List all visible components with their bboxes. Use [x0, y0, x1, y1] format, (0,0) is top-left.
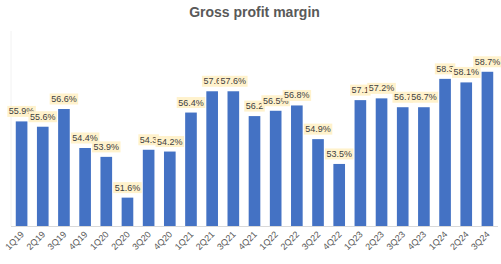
bar [418, 107, 430, 226]
data-label: 51.6% [115, 183, 141, 193]
data-label: 54.9% [305, 124, 331, 134]
bar [439, 79, 451, 226]
data-label: 53.5% [326, 149, 352, 159]
chart-container: Gross profit margin1Q192Q193Q194Q191Q202… [0, 0, 501, 264]
x-tick-label: 3Q23 [384, 229, 407, 252]
bars [16, 72, 493, 226]
data-label: 56.6% [51, 94, 77, 104]
data-label-bg [283, 90, 312, 101]
bar [58, 109, 70, 226]
x-tick-label: 4Q23 [406, 229, 429, 252]
bar [164, 152, 176, 226]
data-label: 56.7% [411, 92, 437, 102]
bar [16, 121, 28, 226]
x-tick-label: 2Q20 [109, 229, 132, 252]
data-label-bg [92, 141, 121, 152]
x-tick-label: 2Q24 [448, 229, 471, 252]
bar [482, 72, 494, 226]
data-labels: 55.9%55.6%56.6%54.4%53.9%51.6%54.354.2%5… [7, 56, 501, 193]
data-label: 57.2% [369, 83, 395, 93]
x-tick-label: 1Q20 [88, 229, 111, 252]
y-axis-line [11, 31, 12, 226]
x-tick-label: 1Q19 [3, 229, 26, 252]
data-label-bg [177, 97, 206, 108]
bar [397, 107, 409, 226]
bar [122, 198, 134, 226]
x-tick-label: 3Q22 [300, 229, 323, 252]
bar [270, 111, 282, 226]
x-tick-label: 1Q23 [342, 229, 365, 252]
data-label: 57.6% [221, 76, 247, 86]
bar [333, 164, 345, 226]
title: Gross profit margin [189, 4, 320, 20]
x-tick-label: 1Q21 [173, 229, 196, 252]
bar [460, 82, 472, 226]
data-label-bg [325, 148, 354, 159]
bar [100, 157, 112, 226]
data-label-bg [304, 124, 333, 135]
bar [206, 91, 218, 226]
data-label: 57.6 [203, 76, 221, 86]
bar [376, 98, 388, 226]
x-tick-label: 3Q19 [46, 229, 69, 252]
bar [249, 116, 261, 226]
data-label: 58.7% [475, 57, 501, 67]
data-label: 55.6% [30, 112, 56, 122]
x-axis-line [11, 226, 498, 227]
data-label-bg [113, 182, 142, 193]
x-tick-label: 1Q22 [257, 229, 280, 252]
data-label: 53.9% [94, 142, 120, 152]
data-label: 54.3 [140, 135, 158, 145]
x-tick-label: 2Q23 [363, 229, 386, 252]
bar [37, 127, 49, 226]
data-label: 56.7 [394, 92, 412, 102]
x-tick-label: 2Q21 [194, 229, 217, 252]
chart-svg: Gross profit margin1Q192Q193Q194Q191Q202… [0, 0, 501, 264]
data-label-bg [50, 94, 79, 105]
x-tick-label: 2Q22 [279, 229, 302, 252]
data-label-bg [473, 56, 501, 67]
x-tick-label: 4Q19 [67, 229, 90, 252]
bar [79, 148, 91, 226]
data-label-bg [156, 136, 185, 147]
x-tick-label: 4Q20 [152, 229, 175, 252]
data-label: 54.2% [157, 137, 183, 147]
bar [291, 105, 303, 226]
data-label: 56.8% [284, 90, 310, 100]
x-tick-label: 3Q24 [469, 229, 492, 252]
x-tick-label: 4Q22 [321, 229, 344, 252]
data-label-bg [367, 83, 396, 94]
data-label-bg [28, 111, 57, 122]
bar [312, 139, 324, 226]
bar [185, 113, 197, 226]
data-label: 56.2 [246, 101, 264, 111]
data-label-bg [452, 67, 481, 78]
x-tick-label: 4Q21 [236, 229, 259, 252]
x-tick-label: 3Q20 [130, 229, 153, 252]
x-tick-label: 2Q19 [25, 229, 48, 252]
data-label-bg [219, 76, 248, 87]
background [0, 0, 501, 264]
data-label: 58.1% [453, 67, 479, 77]
bar [228, 91, 240, 226]
bar [143, 150, 155, 226]
data-label: 58.3 [436, 64, 454, 74]
data-label: 57.1 [352, 85, 370, 95]
x-tick-label: 1Q24 [427, 229, 450, 252]
data-label-bg [410, 92, 439, 103]
bar [355, 100, 367, 226]
data-label: 56.4% [178, 98, 204, 108]
x-tick-label: 3Q21 [215, 229, 238, 252]
